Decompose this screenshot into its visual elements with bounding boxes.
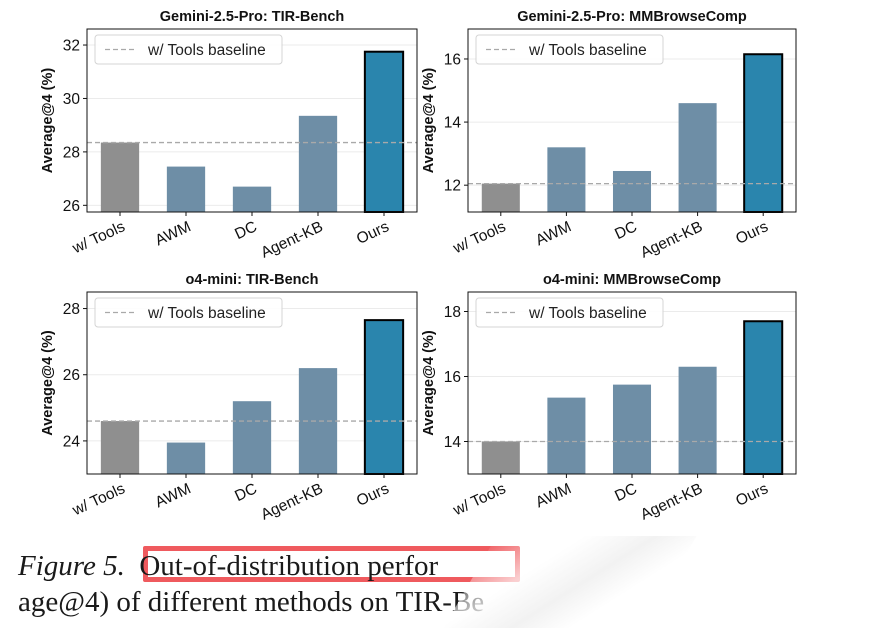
x-tick-label: DC bbox=[612, 480, 639, 505]
bar-ours bbox=[743, 53, 784, 213]
chart-title: Gemini-2.5-Pro: TIR-Bench bbox=[160, 9, 345, 25]
bar-w-tools bbox=[100, 421, 140, 474]
chart-title: Gemini-2.5-Pro: MMBrowseComp bbox=[517, 9, 747, 25]
bar-w-tools bbox=[481, 441, 520, 474]
axes-frame bbox=[467, 291, 797, 475]
bar-awm bbox=[547, 397, 586, 474]
legend-label: w/ Tools baseline bbox=[147, 42, 266, 59]
x-tick-label: Ours bbox=[733, 218, 771, 248]
bar-dc bbox=[612, 384, 652, 474]
bar-w-tools bbox=[481, 183, 520, 212]
y-axis-label: Average@4 (%) bbox=[421, 68, 437, 174]
x-tick-label: Agent-KB bbox=[638, 480, 705, 523]
y-tick-label: 14 bbox=[444, 434, 462, 451]
legend-box bbox=[94, 34, 283, 65]
caption-text-1: Out-of-distribution perfor bbox=[139, 550, 439, 582]
bar-awm bbox=[166, 442, 206, 474]
x-tick-label: Agent-KB bbox=[258, 480, 325, 523]
axes-frame bbox=[86, 28, 418, 213]
x-tick-label: DC bbox=[612, 218, 639, 243]
y-axis-label: Average@4 (%) bbox=[421, 330, 437, 436]
y-tick-label: 16 bbox=[444, 51, 461, 68]
chart-title: o4-mini: TIR-Bench bbox=[186, 272, 319, 288]
y-tick-label: 28 bbox=[63, 301, 80, 318]
y-tick-label: 14 bbox=[444, 115, 462, 132]
x-tick-label: AWM bbox=[153, 218, 194, 249]
x-tick-label: Agent-KB bbox=[638, 218, 705, 261]
y-tick-label: 30 bbox=[63, 91, 81, 108]
chart-title: o4-mini: MMBrowseComp bbox=[543, 272, 721, 288]
y-tick-label: 26 bbox=[63, 367, 80, 384]
legend-label: w/ Tools baseline bbox=[528, 42, 647, 59]
x-tick-label: DC bbox=[232, 218, 259, 243]
bar-ours bbox=[363, 50, 405, 214]
axes-frame bbox=[86, 291, 418, 475]
y-tick-label: 32 bbox=[63, 38, 80, 55]
legend-label: w/ Tools baseline bbox=[147, 305, 266, 322]
bar-awm bbox=[547, 147, 586, 212]
bar-dc bbox=[612, 170, 652, 212]
x-tick-label: DC bbox=[232, 480, 259, 505]
legend-box bbox=[94, 297, 283, 328]
y-tick-label: 26 bbox=[63, 198, 80, 215]
caption-line-1: Figure 5. Out-of-distribution perfor bbox=[18, 548, 894, 584]
legend-box bbox=[475, 297, 664, 328]
x-tick-label: Ours bbox=[733, 480, 771, 510]
legend-label: w/ Tools baseline bbox=[528, 305, 647, 322]
bar-awm bbox=[166, 166, 206, 212]
bar-dc bbox=[232, 186, 272, 212]
bar-w-tools bbox=[100, 142, 140, 212]
y-tick-label: 16 bbox=[444, 369, 461, 386]
x-tick-label: w/ Tools bbox=[69, 218, 128, 257]
bar-agent-kb bbox=[678, 366, 717, 474]
x-tick-label: Agent-KB bbox=[258, 218, 325, 261]
x-tick-label: w/ Tools bbox=[450, 218, 509, 257]
x-tick-label: Ours bbox=[354, 218, 392, 248]
x-tick-label: AWM bbox=[533, 218, 574, 249]
y-tick-label: 12 bbox=[444, 178, 461, 195]
axes-frame bbox=[467, 28, 797, 213]
figure-caption: Figure 5. Out-of-distribution perfor age… bbox=[18, 548, 894, 620]
y-tick-label: 28 bbox=[63, 144, 80, 161]
y-axis-label: Average@4 (%) bbox=[40, 330, 56, 436]
y-tick-label: 24 bbox=[63, 433, 81, 450]
bar-ours bbox=[743, 320, 784, 475]
bar-ours bbox=[363, 319, 405, 475]
caption-figure-label: Figure 5. bbox=[18, 550, 125, 582]
x-tick-label: Ours bbox=[354, 480, 392, 510]
y-axis-label: Average@4 (%) bbox=[40, 68, 56, 174]
x-tick-label: AWM bbox=[153, 480, 194, 511]
x-tick-label: w/ Tools bbox=[450, 480, 509, 519]
x-tick-label: AWM bbox=[533, 480, 574, 511]
caption-line-2: age@4) of different methods on TIR-Be bbox=[18, 586, 485, 618]
bar-dc bbox=[232, 401, 272, 474]
bar-agent-kb bbox=[678, 103, 717, 212]
y-tick-label: 18 bbox=[444, 304, 461, 321]
legend-box bbox=[475, 34, 664, 65]
bar-agent-kb bbox=[298, 115, 338, 212]
x-tick-label: w/ Tools bbox=[69, 480, 128, 519]
